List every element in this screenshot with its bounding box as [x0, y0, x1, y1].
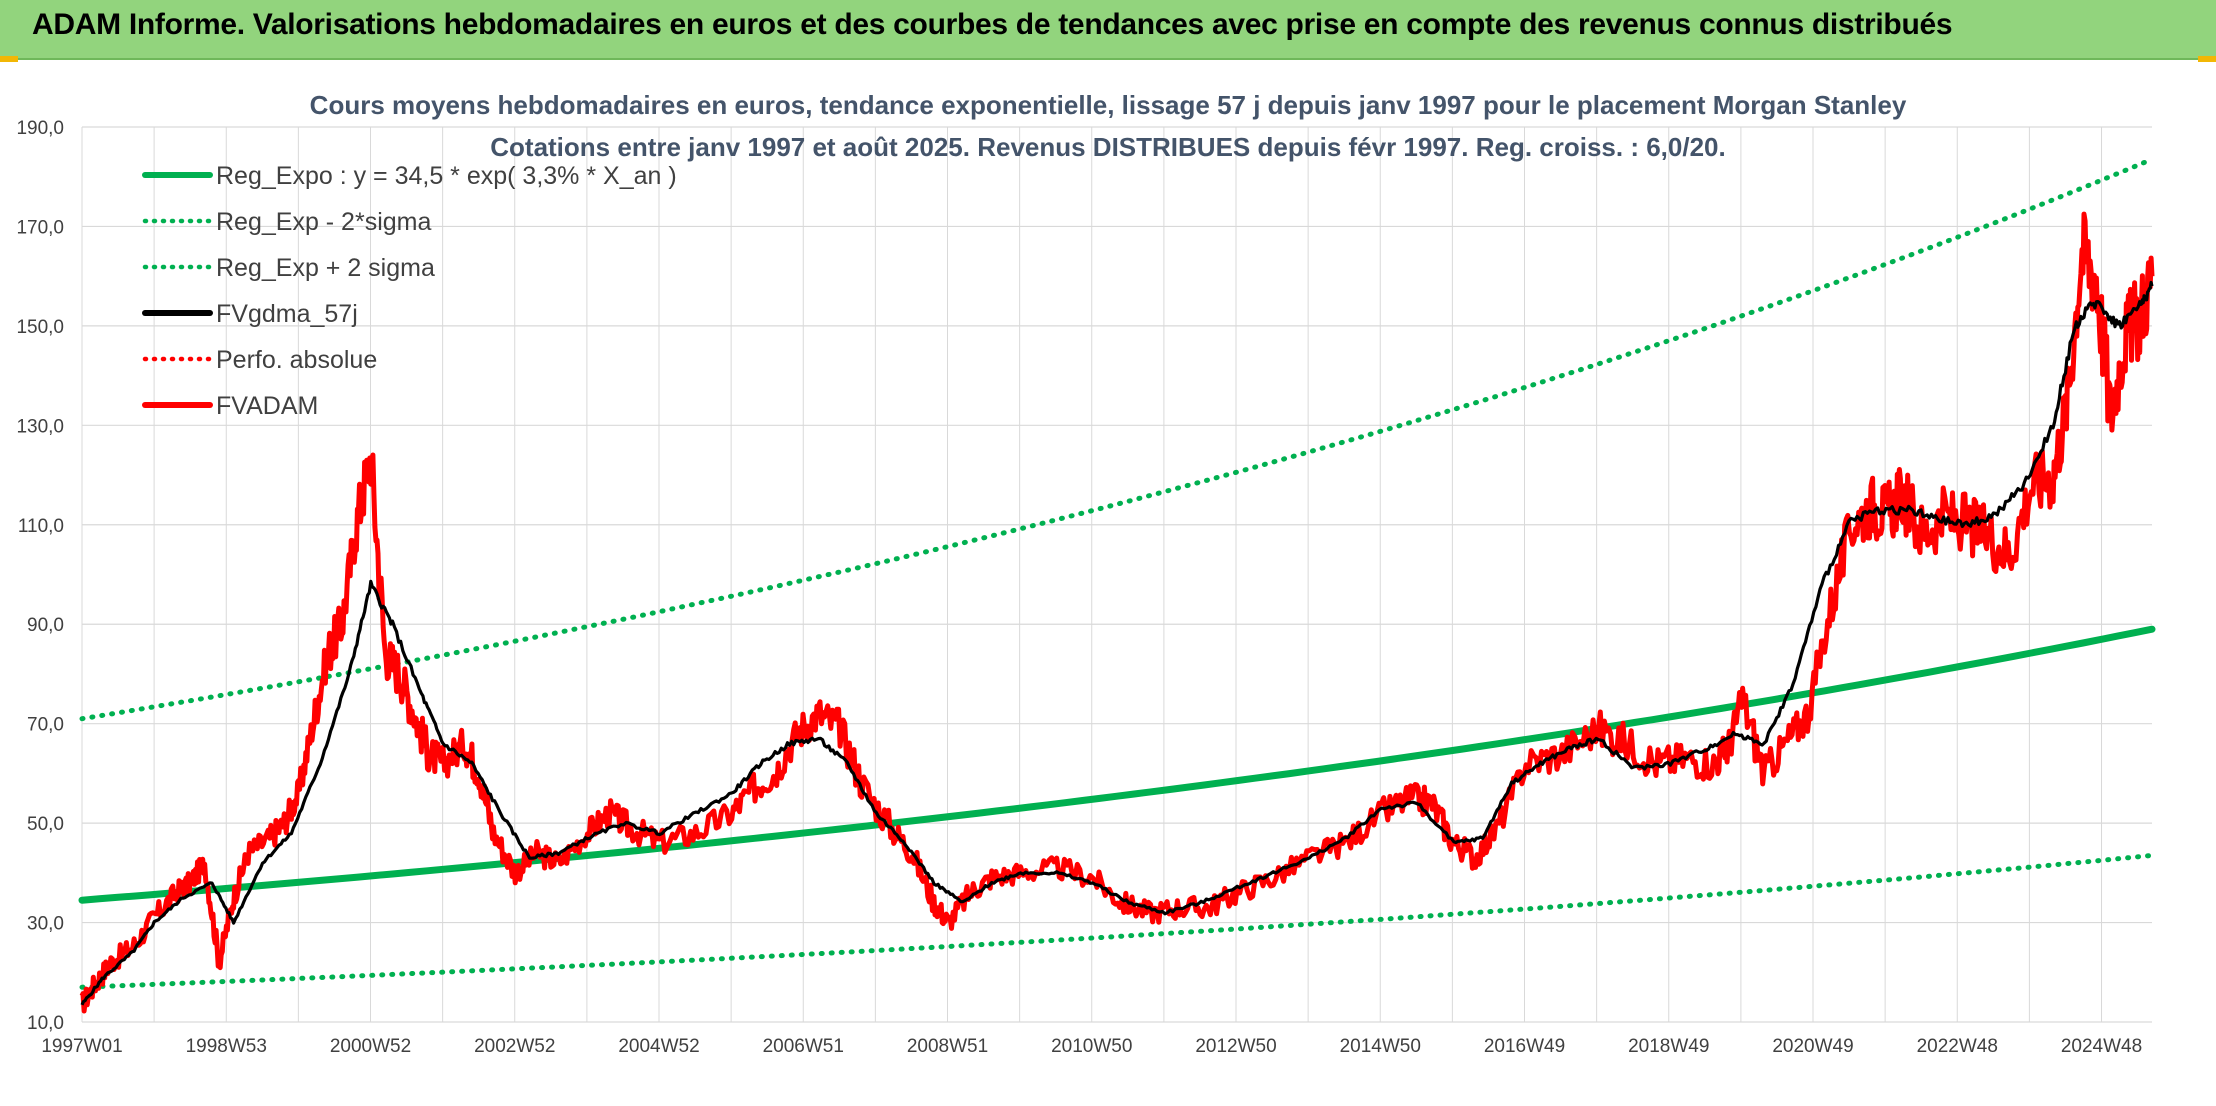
legend-label: Reg_Exp + 2 sigma [216, 254, 435, 282]
x-tick-label: 2008W51 [907, 1036, 988, 1057]
reg-expo-line [78, 625, 2156, 904]
gridlines [81, 126, 2152, 1023]
x-tick-label: 2022W48 [1917, 1036, 1998, 1057]
y-tick-label: 190,0 [16, 118, 64, 139]
x-tick-label: 2024W48 [2061, 1036, 2142, 1057]
report-title: ADAM Informe. Valorisations hebdomadaire… [32, 8, 1953, 41]
x-tick-label: 1998W53 [186, 1036, 267, 1057]
y-tick-label: 90,0 [27, 615, 64, 636]
x-tick-label: 2018W49 [1628, 1036, 1709, 1057]
x-axis-ticks: 1997W01 1998W53 2000W52 2002W52 2004W52 2006W… [41, 1036, 2142, 1057]
legend-label: Perfo. absolue [216, 346, 377, 374]
x-tick-label: 2002W52 [474, 1036, 555, 1057]
y-tick-label: 110,0 [18, 516, 64, 537]
series-lines [78, 156, 2156, 1014]
fvadam-line [79, 211, 2155, 1014]
legend-label: Reg_Exp - 2*sigma [216, 208, 431, 236]
y-tick-label: 130,0 [16, 416, 64, 437]
legend-label: FVADAM [216, 392, 318, 420]
corner-marker-right [2198, 56, 2216, 64]
reg-minus-2sigma-line [79, 852, 2155, 990]
fvgdma-57j-line [80, 280, 2154, 1006]
y-tick-label: 70,0 [27, 715, 64, 736]
x-tick-label: 2020W49 [1772, 1036, 1853, 1057]
x-tick-label: 2004W52 [618, 1036, 699, 1057]
legend-label: Reg_Expo : y = 34,5 * exp( 3,3% * X_an ) [216, 162, 677, 190]
chart-subtitle: Cotations entre janv 1997 et août 2025. … [490, 132, 1725, 162]
y-tick-label: 150,0 [16, 317, 64, 338]
y-axis-ticks: 10,0 30,0 50,0 70,0 90,0 110,0 130,0 150,0 170,0… [16, 118, 64, 1034]
header-banner: ADAM Informe. Valorisations hebdomadaire… [0, 0, 2216, 60]
x-tick-label: 1997W01 [41, 1036, 122, 1057]
x-tick-label: 2014W50 [1340, 1036, 1421, 1057]
y-tick-label: 10,0 [27, 1013, 64, 1034]
x-tick-label: 2012W50 [1195, 1036, 1276, 1057]
exponential-trend-chart: 10,0 30,0 50,0 70,0 90,0 110,0 130,0 150,0 170,0… [0, 62, 2216, 1106]
y-tick-label: 30,0 [27, 914, 64, 935]
corner-marker-left [0, 56, 18, 64]
legend-label: FVgdma_57j [216, 300, 358, 328]
y-tick-label: 170,0 [16, 217, 64, 238]
x-tick-label: 2006W51 [763, 1036, 844, 1057]
chart-title: Cours moyens hebdomadaires en euros, ten… [310, 90, 1907, 120]
reg-plus-2sigma-line [79, 156, 2155, 722]
x-tick-label: 2010W50 [1051, 1036, 1132, 1057]
y-tick-label: 50,0 [27, 814, 64, 835]
x-tick-label: 2000W52 [330, 1036, 411, 1057]
legend: Reg_Expo : y = 34,5 * exp( 3,3% * X_an )… [142, 162, 677, 420]
chart-area: 10,0 30,0 50,0 70,0 90,0 110,0 130,0 150,0 170,0… [0, 62, 2216, 1106]
x-tick-label: 2016W49 [1484, 1036, 1565, 1057]
